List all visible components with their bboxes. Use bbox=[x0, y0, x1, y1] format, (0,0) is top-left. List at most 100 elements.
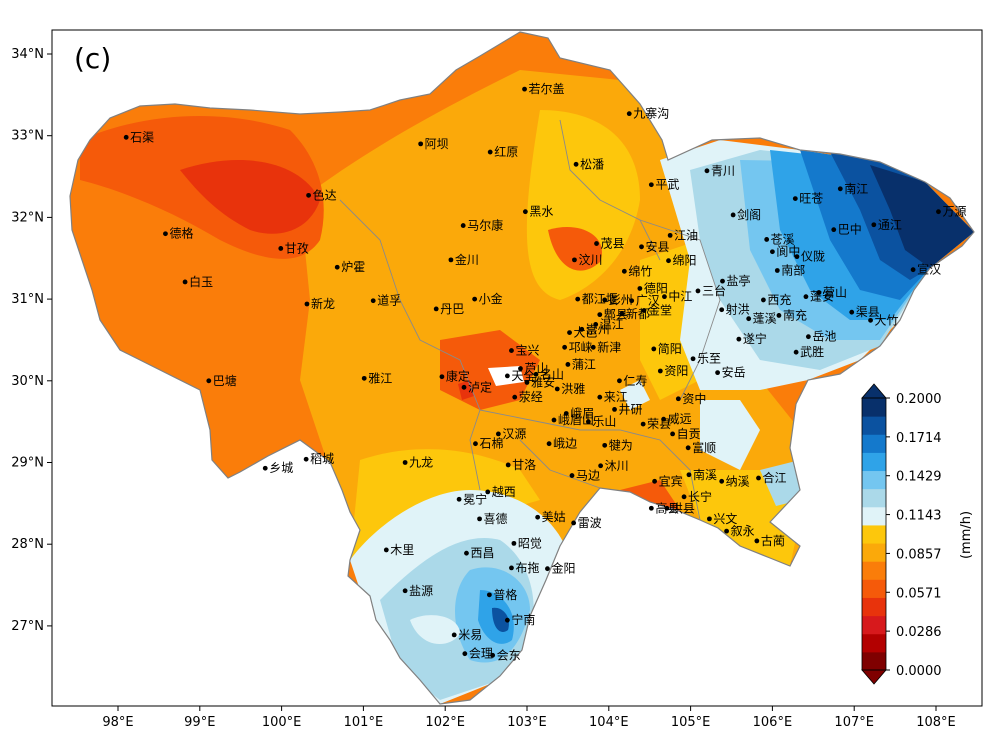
city-label: 中江 bbox=[668, 289, 692, 304]
city-label: 南溪 bbox=[693, 467, 717, 482]
city-label: 绵竹 bbox=[628, 264, 652, 278]
city-marker bbox=[621, 268, 627, 274]
lon-tick-label: 108°E bbox=[916, 715, 956, 730]
lon-tick-label: 107°E bbox=[834, 715, 874, 730]
city-label: 叙永 bbox=[731, 524, 755, 538]
colorbar-swatch bbox=[862, 470, 886, 490]
lon-tick-label: 104°E bbox=[589, 715, 629, 730]
city-label: 仪陇 bbox=[801, 249, 825, 264]
city-label: 汶川 bbox=[578, 252, 602, 267]
lat-tick-label: 27°N bbox=[11, 619, 44, 634]
colorbar-swatch bbox=[862, 452, 886, 472]
city-label: 大竹 bbox=[875, 313, 899, 327]
city-label: 西充 bbox=[767, 292, 791, 307]
city-marker bbox=[837, 186, 843, 192]
city-label: 德阳 bbox=[644, 280, 668, 295]
city-label: 宝兴 bbox=[515, 344, 539, 358]
city-label: 峨边 bbox=[553, 437, 577, 451]
city-marker bbox=[461, 384, 467, 390]
city-marker bbox=[163, 231, 168, 237]
city-label: 崇州 bbox=[586, 322, 610, 336]
city-label: 营山 bbox=[823, 286, 847, 300]
city-label: 江油 bbox=[674, 228, 698, 242]
city-marker bbox=[402, 460, 408, 465]
city-label: 雅安 bbox=[531, 374, 555, 389]
city-marker bbox=[303, 456, 309, 462]
city-label: 宣汉 bbox=[917, 262, 941, 277]
city-marker bbox=[370, 298, 376, 304]
city-label: 阆中 bbox=[776, 244, 800, 259]
city-marker bbox=[675, 396, 681, 402]
lon-tick-label: 106°E bbox=[753, 715, 793, 730]
city-marker bbox=[473, 441, 478, 447]
city-label: 富顺 bbox=[692, 440, 716, 455]
city-marker bbox=[571, 520, 577, 526]
city-marker bbox=[490, 652, 496, 658]
city-label: 喜德 bbox=[484, 511, 508, 526]
city-marker bbox=[670, 431, 676, 437]
city-label: 苍溪 bbox=[771, 232, 795, 246]
city-marker bbox=[590, 344, 596, 350]
city-label: 沐川 bbox=[605, 459, 629, 473]
colorbar-swatch bbox=[862, 633, 886, 653]
city-label: 洪雅 bbox=[561, 381, 585, 396]
city-label: 汉源 bbox=[502, 427, 526, 441]
city-label: 新津 bbox=[597, 339, 621, 354]
city-marker bbox=[573, 161, 579, 167]
city-label: 松潘 bbox=[580, 157, 604, 171]
city-marker bbox=[648, 505, 654, 511]
city-marker bbox=[518, 366, 523, 371]
city-label: 雷波 bbox=[578, 516, 602, 530]
city-label: 色达 bbox=[313, 188, 337, 202]
city-marker bbox=[805, 334, 811, 340]
lon-tick-label: 100°E bbox=[262, 715, 302, 730]
city-marker bbox=[792, 196, 798, 202]
colorbar: 0.2000 0.1714 0.1429 0.1143 0.0857 0.0571 0.02… bbox=[861, 383, 942, 685]
city-label: 冕宁 bbox=[463, 491, 487, 506]
city-marker bbox=[686, 472, 692, 478]
latitude-axis: 34°N 33°N 32°N 31°N 30°N 29°N 28°N 27°N bbox=[11, 47, 52, 634]
city-marker bbox=[545, 566, 550, 572]
city-marker bbox=[667, 232, 673, 238]
city-label: 蒲江 bbox=[572, 357, 596, 371]
city-label: 珙县 bbox=[671, 501, 695, 515]
lon-tick-label: 98°E bbox=[102, 715, 133, 730]
city-label: 合江 bbox=[762, 470, 786, 485]
city-label: 若尔盖 bbox=[529, 81, 565, 96]
city-label: 纳溪 bbox=[726, 474, 750, 488]
city-label: 金阳 bbox=[551, 561, 575, 576]
city-marker bbox=[551, 417, 557, 423]
city-marker bbox=[641, 308, 647, 313]
city-label: 德格 bbox=[169, 226, 193, 241]
city-marker bbox=[487, 149, 493, 155]
colorbar-border bbox=[861, 397, 887, 671]
longitude-axis: 98°E 99°E 100°E 101°E 102°E 103°E 104°E 105°E 10… bbox=[102, 706, 956, 730]
colorbar-swatch bbox=[862, 434, 886, 453]
city-label: 甘洛 bbox=[512, 457, 536, 472]
colorbar-tick-label: 0.0000 bbox=[896, 664, 942, 679]
city-marker bbox=[572, 257, 577, 263]
city-label: 新都 bbox=[626, 306, 650, 321]
city-label: 石渠 bbox=[130, 130, 154, 144]
city-label: 绵阳 bbox=[673, 254, 697, 268]
city-label: 普格 bbox=[493, 587, 517, 602]
colorbar-swatch bbox=[862, 651, 886, 671]
city-marker bbox=[690, 356, 696, 362]
city-marker bbox=[460, 223, 466, 228]
city-label: 通江 bbox=[878, 218, 902, 232]
city-marker bbox=[831, 227, 837, 233]
city-label: 马尔康 bbox=[467, 218, 503, 233]
city-marker bbox=[719, 307, 725, 313]
city-marker bbox=[803, 294, 809, 300]
city-label: 天全 bbox=[511, 368, 535, 383]
city-label: 盐亭 bbox=[727, 273, 751, 288]
city-marker bbox=[764, 237, 770, 242]
city-label: 昭觉 bbox=[518, 536, 542, 550]
colorbar-swatch bbox=[862, 488, 886, 508]
city-marker bbox=[794, 254, 800, 260]
city-label: 遂宁 bbox=[743, 331, 767, 346]
city-marker bbox=[562, 344, 568, 350]
city-marker bbox=[504, 617, 510, 623]
city-label: 巴中 bbox=[838, 222, 862, 237]
city-label: 峨眉山 bbox=[558, 413, 594, 427]
